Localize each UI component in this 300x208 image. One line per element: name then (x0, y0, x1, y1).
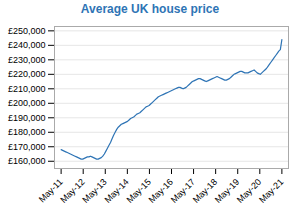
svg-text:May-11: May-11 (36, 176, 65, 205)
svg-text:May-14: May-14 (102, 176, 131, 205)
svg-text:£250,000: £250,000 (8, 26, 46, 36)
svg-text:£210,000: £210,000 (8, 84, 46, 94)
svg-text:£160,000: £160,000 (8, 156, 46, 166)
svg-text:May-17: May-17 (168, 176, 197, 205)
svg-text:£240,000: £240,000 (8, 40, 46, 50)
svg-text:£180,000: £180,000 (8, 127, 46, 137)
svg-text:£230,000: £230,000 (8, 55, 46, 65)
svg-text:May-15: May-15 (124, 176, 153, 205)
svg-text:May-18: May-18 (190, 176, 220, 205)
svg-text:£220,000: £220,000 (8, 69, 46, 79)
svg-text:£170,000: £170,000 (8, 142, 46, 152)
svg-text:May-19: May-19 (212, 176, 242, 205)
svg-text:May-21: May-21 (257, 177, 285, 205)
svg-text:May-20: May-20 (235, 176, 264, 205)
svg-text:£190,000: £190,000 (8, 113, 46, 123)
html-text:Average UK house price: Average UK house price (80, 2, 220, 16)
svg-text:£200,000: £200,000 (8, 98, 46, 108)
svg-text:May-16: May-16 (146, 176, 175, 205)
svg-text:May-13: May-13 (80, 176, 109, 205)
svg-text:May-12: May-12 (58, 176, 87, 205)
